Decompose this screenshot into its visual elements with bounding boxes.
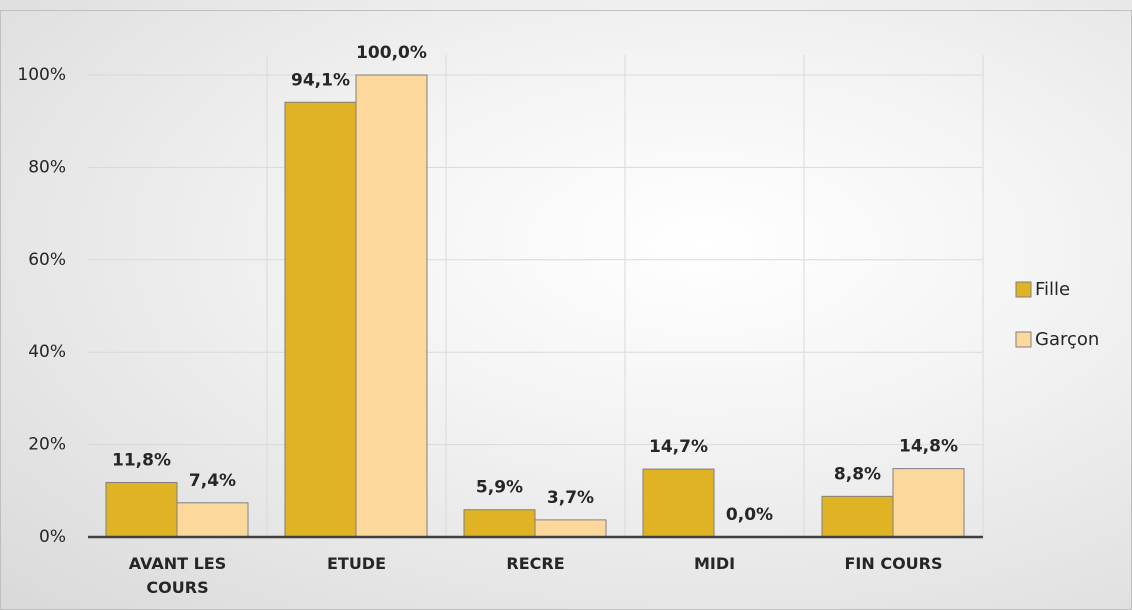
data-label: 14,7% bbox=[649, 437, 708, 457]
legend-label: Fille bbox=[1035, 279, 1070, 300]
y-tick-label: 40% bbox=[28, 342, 66, 362]
y-tick-label: 20% bbox=[28, 435, 66, 455]
data-label: 94,1% bbox=[291, 70, 350, 90]
data-label: 100,0% bbox=[356, 43, 427, 63]
data-label: 14,8% bbox=[899, 437, 958, 457]
y-tick-label: 80% bbox=[28, 157, 66, 177]
data-label: 0,0% bbox=[726, 505, 773, 525]
bar bbox=[534, 519, 607, 538]
data-label: 11,8% bbox=[112, 450, 171, 470]
y-tick-label: 100% bbox=[17, 65, 66, 85]
data-label: 8,8% bbox=[834, 464, 881, 484]
x-tick-label: RECRE bbox=[506, 554, 565, 573]
bar bbox=[642, 468, 715, 538]
bar bbox=[821, 495, 894, 538]
bar bbox=[892, 468, 965, 538]
y-tick-label: 0% bbox=[39, 527, 66, 547]
legend-swatch bbox=[1015, 331, 1032, 348]
bar bbox=[176, 502, 249, 538]
data-label: 5,9% bbox=[476, 478, 523, 498]
data-label: 7,4% bbox=[189, 471, 236, 491]
y-tick-label: 60% bbox=[28, 250, 66, 270]
x-tick-label: MIDI bbox=[693, 554, 736, 573]
x-tick-label: ETUDE bbox=[326, 554, 387, 573]
x-tick-label: AVANT LES COURS bbox=[128, 554, 227, 597]
data-label: 3,7% bbox=[547, 488, 594, 508]
bar bbox=[463, 509, 536, 538]
bar bbox=[105, 481, 178, 538]
bar bbox=[284, 101, 357, 538]
legend-label: Garçon bbox=[1035, 329, 1099, 350]
bar bbox=[355, 74, 428, 538]
legend-swatch bbox=[1015, 281, 1032, 298]
x-tick-label: FIN COURS bbox=[844, 554, 943, 573]
